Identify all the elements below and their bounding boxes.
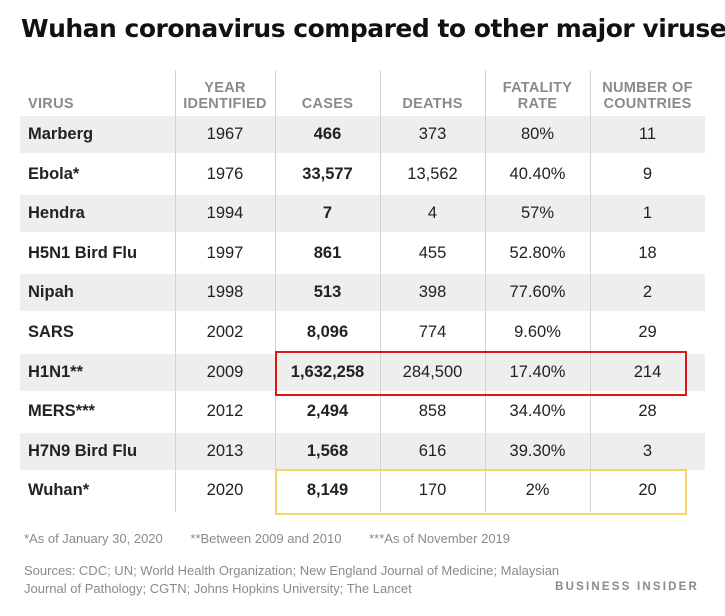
countries: 214 xyxy=(633,362,662,381)
virus-name: Hendra xyxy=(28,204,85,223)
virus-name: MERS*** xyxy=(28,402,95,421)
fatality-rate: 39.30% xyxy=(509,441,566,460)
year-identified: 1967 xyxy=(206,125,244,143)
cases: 8,096 xyxy=(306,323,349,341)
deaths: 455 xyxy=(418,243,447,262)
virus-name: H1N1** xyxy=(28,362,84,381)
table-row: Hendra 1994 7 4 57% 1 xyxy=(20,195,705,233)
deaths: 373 xyxy=(418,125,447,143)
header-virus-label: VIRUS xyxy=(28,96,74,112)
year-identified: 2002 xyxy=(206,323,244,341)
fatality-rate: 17.40% xyxy=(509,362,566,381)
header-cases: CASES xyxy=(275,70,380,112)
virus-name: Marberg xyxy=(28,125,94,143)
table-row: Marberg 1967 466 373 80% 11 xyxy=(20,116,705,153)
table-row: Ebola* 1976 33,577 13,562 40.40% 9 xyxy=(20,156,705,193)
column-divider xyxy=(175,70,176,512)
virus-name: H5N1 Bird Flu xyxy=(28,243,138,262)
header-deaths-label: DEATHS xyxy=(402,96,463,112)
column-divider xyxy=(485,70,486,512)
fatality-rate: 40.40% xyxy=(509,164,566,183)
year-identified: 1976 xyxy=(206,164,244,183)
year-identified: 2013 xyxy=(206,441,244,460)
header-countries: NUMBER OF COUNTRIES xyxy=(590,70,705,112)
cases: 7 xyxy=(322,204,333,223)
fatality-rate: 9.60% xyxy=(514,323,561,341)
deaths: 170 xyxy=(418,481,447,500)
cases: 861 xyxy=(313,243,342,262)
footnote: ***As of November 2019 xyxy=(369,531,511,546)
header-virus: VIRUS xyxy=(28,70,183,112)
cases: 1,632,258 xyxy=(290,362,365,381)
header-year-label: YEAR IDENTIFIED xyxy=(183,80,267,112)
footnotes: *As of January 30, 2020 **Between 2009 a… xyxy=(24,531,534,546)
chart-title: Wuhan coronavirus compared to other majo… xyxy=(21,14,725,43)
countries: 28 xyxy=(638,402,657,421)
fatality-rate: 2% xyxy=(525,481,550,500)
virus-name: Ebola* xyxy=(28,164,80,183)
cases: 1,568 xyxy=(306,441,349,460)
countries: 11 xyxy=(638,125,657,143)
table-row: Nipah 1998 513 398 77.60% 2 xyxy=(20,274,705,312)
header-deaths: DEATHS xyxy=(380,70,485,112)
cases: 33,577 xyxy=(302,164,353,183)
cases: 2,494 xyxy=(306,402,349,421)
header-fatality-label: FATALITY RATE xyxy=(502,80,573,112)
deaths: 616 xyxy=(418,441,447,460)
highlight-box-wuhan xyxy=(275,469,687,515)
year-identified: 1994 xyxy=(206,204,244,223)
countries: 3 xyxy=(642,441,653,460)
column-divider xyxy=(275,70,276,512)
cases: 8,149 xyxy=(306,481,349,500)
footnote: *As of January 30, 2020 xyxy=(24,531,163,546)
deaths: 398 xyxy=(418,283,447,302)
fatality-rate: 80% xyxy=(520,125,555,143)
cases: 513 xyxy=(313,283,342,302)
header-cases-label: CASES xyxy=(301,96,354,112)
year-identified: 1997 xyxy=(206,243,244,262)
header-countries-label: NUMBER OF COUNTRIES xyxy=(602,80,693,112)
year-identified: 2009 xyxy=(206,362,244,381)
brand-logo: BUSINESS INSIDER xyxy=(555,581,699,593)
countries: 9 xyxy=(642,164,653,183)
table-row: H5N1 Bird Flu 1997 861 455 52.80% 18 xyxy=(20,235,705,272)
deaths: 284,500 xyxy=(402,362,463,381)
deaths: 858 xyxy=(418,402,447,421)
column-divider xyxy=(590,70,591,512)
countries: 29 xyxy=(638,323,657,341)
year-identified: 2012 xyxy=(206,402,244,421)
countries: 1 xyxy=(642,204,653,223)
virus-name: SARS xyxy=(28,323,74,341)
fatality-rate: 77.60% xyxy=(509,283,566,302)
fatality-rate: 34.40% xyxy=(509,402,566,421)
deaths: 4 xyxy=(427,204,438,223)
deaths: 774 xyxy=(418,323,447,341)
virus-name: Nipah xyxy=(28,283,74,302)
virus-name: H7N9 Bird Flu xyxy=(28,441,138,460)
year-identified: 1998 xyxy=(206,283,244,302)
cases: 466 xyxy=(313,125,342,143)
countries: 20 xyxy=(638,481,657,500)
deaths: 13,562 xyxy=(407,164,458,183)
countries: 18 xyxy=(638,243,657,262)
fatality-rate: 52.80% xyxy=(509,243,566,262)
countries: 2 xyxy=(642,283,653,302)
sources-text: Sources: CDC; UN; World Health Organizat… xyxy=(24,563,560,596)
column-divider xyxy=(380,70,381,512)
header-year: YEAR IDENTIFIED xyxy=(175,70,275,112)
footnote: **Between 2009 and 2010 xyxy=(190,531,342,546)
virus-name: Wuhan* xyxy=(28,481,90,500)
year-identified: 2020 xyxy=(206,481,244,500)
table-row: SARS 2002 8,096 774 9.60% 29 xyxy=(20,314,705,351)
highlight-box-h1n1 xyxy=(275,350,687,397)
header-fatality: FATALITY RATE xyxy=(485,70,590,112)
table-row: Wuhan* 2020 8,149 170 2% 20 xyxy=(20,472,705,509)
table-row: MERS*** 2012 2,494 858 34.40% 28 xyxy=(20,393,705,430)
fatality-rate: 57% xyxy=(520,204,555,223)
table-row: H7N9 Bird Flu 2013 1,568 616 39.30% 3 xyxy=(20,432,705,470)
